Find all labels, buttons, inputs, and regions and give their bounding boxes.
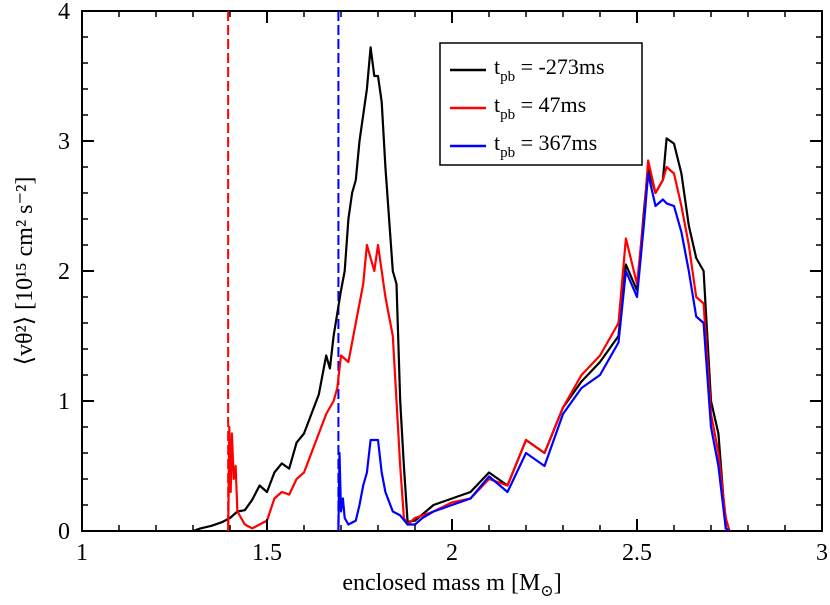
marker-lines — [227, 11, 340, 531]
x-axis-title: enclosed mass m [M⊙] — [342, 570, 561, 600]
x-tick-label: 1.5 — [252, 540, 282, 566]
legend-label: tpb = 367ms — [494, 130, 597, 161]
y-axis-title-group: ⟨vθ²⟩ [10¹⁵ cm² s⁻²] — [12, 177, 38, 366]
y-tick-label: 2 — [58, 259, 70, 285]
y-tick-label: 1 — [58, 389, 70, 415]
legend-label: tpb = 47ms — [494, 92, 586, 123]
axis-ticks — [81, 10, 823, 532]
x-tick-label: 2 — [446, 540, 458, 566]
x-tick-label: 3 — [816, 540, 828, 566]
y-tick-label: 4 — [58, 0, 70, 25]
series-line — [227, 159, 731, 532]
x-tick-label: 2.5 — [622, 540, 652, 566]
x-tick-label: 1 — [76, 540, 88, 566]
y-tick-label: 0 — [58, 519, 70, 545]
series-layer — [192, 46, 731, 533]
legend-label: tpb = -273ms — [494, 54, 605, 85]
legend: tpb = -273ms tpb = 47ms tpb = 367ms — [439, 42, 643, 166]
y-tick-label: 3 — [58, 129, 70, 155]
plot-area — [81, 10, 823, 533]
y-axis-title: ⟨vθ²⟩ [10¹⁵ cm² s⁻²] — [12, 177, 38, 366]
series-line — [337, 172, 731, 532]
legend-box — [439, 42, 643, 166]
